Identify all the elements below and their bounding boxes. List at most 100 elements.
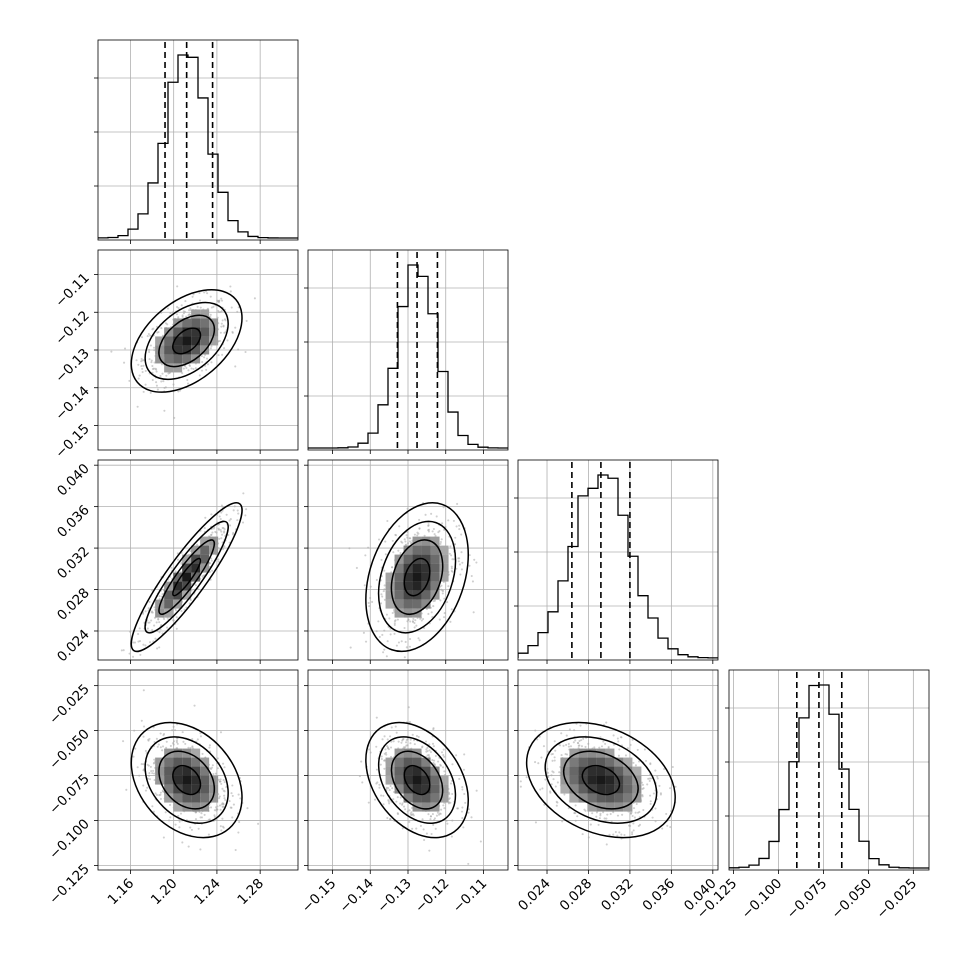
sample-point bbox=[186, 378, 189, 382]
y-tick-label: −0.100 bbox=[46, 816, 93, 863]
sample-point bbox=[155, 621, 158, 624]
sample-point bbox=[434, 754, 437, 758]
density-bin bbox=[394, 599, 404, 609]
sample-point bbox=[220, 829, 223, 832]
sample-point bbox=[475, 561, 478, 564]
sample-point bbox=[383, 598, 386, 601]
density-bin bbox=[173, 590, 183, 600]
sample-point bbox=[389, 633, 392, 636]
sample-point bbox=[552, 778, 555, 781]
sample-point bbox=[132, 755, 135, 758]
density-bin bbox=[578, 793, 588, 803]
sample-point bbox=[149, 344, 152, 347]
density-bin bbox=[394, 563, 404, 573]
sample-point bbox=[237, 306, 240, 309]
density-bin bbox=[569, 775, 579, 785]
sample-point bbox=[165, 374, 168, 377]
sample-point bbox=[219, 808, 222, 811]
sample-point bbox=[221, 805, 224, 808]
sample-point bbox=[563, 793, 566, 796]
density-bin bbox=[623, 757, 633, 767]
density-bin bbox=[430, 766, 440, 776]
sample-point bbox=[151, 628, 154, 631]
sample-point bbox=[423, 534, 426, 537]
sample-point bbox=[371, 600, 374, 604]
sample-point bbox=[209, 806, 213, 809]
sample-point bbox=[223, 528, 226, 531]
sample-point bbox=[398, 525, 401, 528]
density-bin bbox=[191, 554, 201, 564]
sample-point bbox=[567, 742, 570, 746]
sample-point bbox=[443, 770, 446, 773]
sample-point bbox=[445, 819, 448, 822]
sample-point bbox=[194, 584, 198, 587]
sample-point bbox=[367, 801, 370, 804]
sample-point bbox=[138, 374, 141, 377]
density-bin bbox=[430, 572, 440, 582]
density-bin bbox=[430, 784, 440, 794]
sample-point bbox=[225, 786, 228, 789]
sample-point bbox=[665, 812, 668, 816]
sample-point bbox=[104, 672, 106, 674]
density-bin bbox=[164, 757, 174, 767]
sample-point bbox=[159, 732, 162, 735]
sample-point bbox=[244, 514, 247, 517]
sample-point bbox=[210, 345, 213, 348]
density-bin bbox=[623, 784, 633, 794]
density-bin bbox=[412, 775, 422, 785]
sample-point bbox=[580, 739, 583, 742]
sample-point bbox=[448, 552, 451, 555]
sample-point bbox=[397, 740, 400, 743]
density-bin bbox=[173, 327, 183, 337]
sample-point bbox=[368, 605, 371, 608]
sample-point bbox=[632, 829, 635, 832]
contour-line bbox=[172, 327, 202, 355]
contour-line bbox=[172, 557, 202, 597]
sample-point bbox=[632, 761, 635, 764]
sample-point bbox=[661, 827, 664, 830]
density-bin bbox=[421, 784, 431, 794]
sample-point bbox=[396, 618, 399, 621]
contour-line bbox=[130, 288, 243, 393]
sample-point bbox=[167, 372, 170, 375]
sample-point bbox=[449, 801, 452, 804]
density-bin bbox=[182, 318, 192, 328]
density-bin bbox=[569, 784, 579, 794]
sample-point bbox=[234, 326, 237, 329]
sample-point bbox=[138, 627, 141, 630]
sample-point bbox=[161, 745, 165, 748]
sample-point bbox=[177, 307, 180, 310]
density-bin bbox=[412, 757, 422, 767]
sample-point bbox=[228, 800, 231, 803]
density-bin bbox=[403, 793, 413, 803]
sample-point bbox=[162, 734, 165, 737]
contour-line bbox=[130, 721, 243, 839]
sample-point bbox=[409, 537, 412, 540]
density-bin bbox=[403, 590, 413, 600]
sample-point bbox=[439, 763, 442, 766]
sample-point bbox=[458, 557, 461, 560]
sample-point bbox=[244, 350, 247, 354]
sample-point bbox=[411, 620, 415, 624]
density-bin bbox=[164, 590, 174, 600]
density-bin bbox=[173, 802, 183, 812]
contour-line bbox=[581, 764, 621, 796]
sample-point bbox=[649, 794, 652, 797]
sample-point bbox=[443, 755, 446, 758]
sample-point bbox=[165, 746, 168, 749]
sample-point bbox=[381, 738, 384, 741]
density-bin bbox=[412, 581, 422, 591]
sample-point bbox=[225, 513, 228, 516]
sample-point bbox=[443, 612, 446, 615]
sample-point bbox=[221, 353, 224, 356]
sample-point bbox=[368, 748, 371, 751]
density-bin bbox=[421, 563, 431, 573]
sample-point bbox=[461, 786, 464, 789]
sample-point bbox=[383, 648, 386, 651]
sample-point bbox=[155, 737, 158, 740]
sample-point bbox=[199, 306, 202, 309]
sample-point bbox=[433, 759, 436, 762]
density-bin bbox=[200, 536, 210, 546]
sample-point bbox=[217, 301, 221, 304]
sample-point bbox=[180, 609, 183, 613]
